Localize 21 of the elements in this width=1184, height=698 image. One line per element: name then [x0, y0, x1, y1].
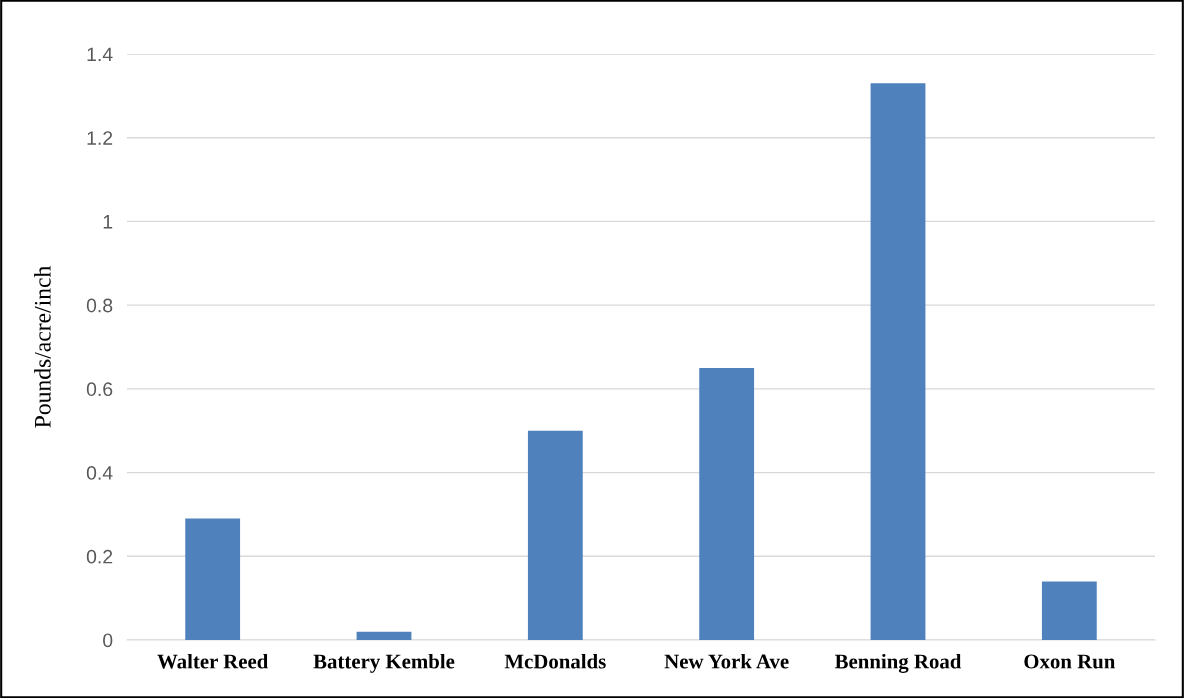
y-tick-label: 0.8 — [86, 298, 113, 313]
bar — [527, 430, 583, 640]
y-tick-label: 0.4 — [86, 466, 113, 480]
y-tick-label: 0 — [103, 633, 113, 648]
bar — [699, 367, 755, 640]
y-tick-label: 1.2 — [87, 131, 113, 145]
bar — [1041, 581, 1097, 640]
x-tick-label: New York Ave — [664, 653, 789, 669]
x-tick-label: Oxon Run — [1024, 654, 1116, 669]
x-tick-label: Walter Reed — [157, 653, 269, 669]
y-axis-title: Pounds/acre/inch — [34, 266, 51, 428]
bar — [356, 631, 412, 640]
y-tick-label: 1 — [103, 215, 113, 229]
y-tick-label: 0.2 — [86, 549, 113, 564]
bar — [185, 518, 241, 640]
x-tick-label: McDonalds — [504, 653, 606, 669]
x-tick-label: Battery Kemble — [313, 653, 455, 673]
y-tick-label: 0.6 — [86, 382, 113, 397]
x-tick-label: Benning Road — [834, 653, 962, 673]
bar — [870, 83, 926, 640]
y-tick-label: 1.4 — [87, 47, 113, 62]
